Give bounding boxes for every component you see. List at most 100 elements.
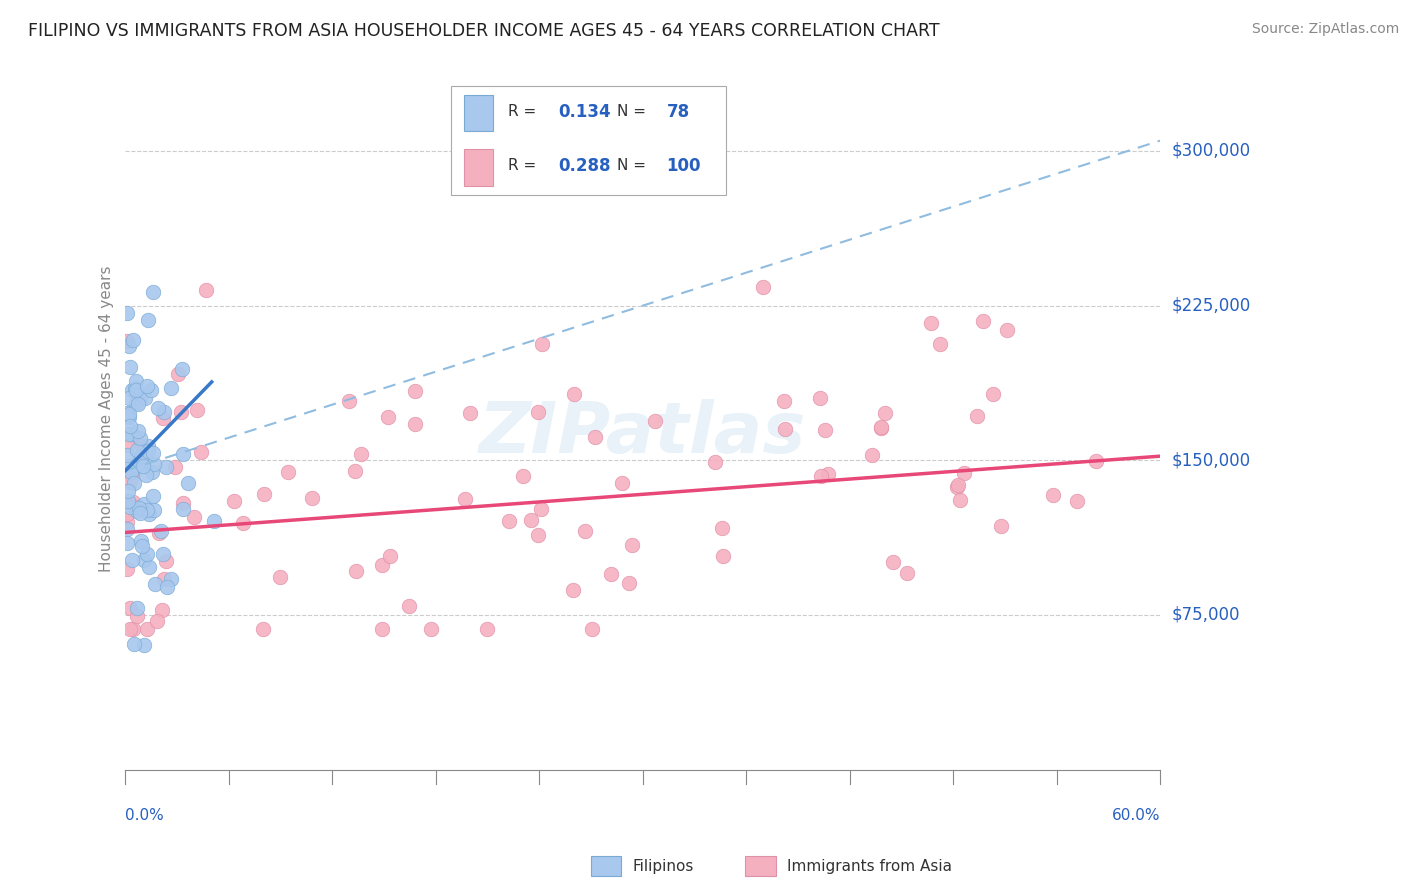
Text: 0.0%: 0.0% xyxy=(125,808,165,823)
Point xyxy=(276,465,298,479)
Point xyxy=(160,572,183,586)
Point xyxy=(152,410,174,425)
Point xyxy=(117,516,139,530)
Text: 0.134: 0.134 xyxy=(558,103,610,120)
Point xyxy=(146,401,169,415)
Point xyxy=(530,502,553,516)
Point xyxy=(581,623,603,637)
Point xyxy=(118,408,141,422)
Point xyxy=(1066,494,1088,508)
Point xyxy=(115,448,138,462)
Point xyxy=(135,503,157,517)
Point xyxy=(136,439,159,453)
Point xyxy=(177,476,200,491)
Point xyxy=(172,496,194,510)
Point xyxy=(128,500,150,515)
Point xyxy=(530,337,553,351)
Text: 78: 78 xyxy=(666,103,690,120)
Point xyxy=(136,313,159,327)
Point xyxy=(129,450,152,464)
Point xyxy=(115,406,138,420)
Point xyxy=(115,334,138,349)
Point xyxy=(870,420,893,434)
Point xyxy=(817,467,839,482)
Point xyxy=(118,458,141,473)
Point xyxy=(127,397,149,411)
Point xyxy=(520,513,543,527)
Point xyxy=(952,466,974,480)
Point xyxy=(152,548,174,562)
Point xyxy=(125,374,148,388)
Bar xyxy=(464,149,492,186)
Point xyxy=(118,391,141,405)
Point xyxy=(121,553,143,567)
Point xyxy=(710,520,733,534)
Point xyxy=(121,383,143,397)
Point xyxy=(132,553,155,567)
Point xyxy=(125,384,148,398)
Text: ZIPatlas: ZIPatlas xyxy=(479,399,807,467)
Point xyxy=(143,503,166,517)
Point xyxy=(160,381,183,395)
Point xyxy=(166,367,188,381)
Point xyxy=(377,410,399,425)
Point xyxy=(343,464,366,478)
Point xyxy=(142,446,165,460)
Point xyxy=(920,316,942,330)
Point xyxy=(136,444,159,458)
Point xyxy=(752,280,775,294)
Y-axis label: Householder Income Ages 45 - 64 years: Householder Income Ages 45 - 64 years xyxy=(100,266,114,573)
Point xyxy=(153,405,176,419)
Point xyxy=(460,406,482,420)
Point xyxy=(252,623,274,637)
Point xyxy=(202,514,225,528)
Point xyxy=(122,476,145,491)
Point xyxy=(350,447,373,461)
Point xyxy=(512,469,534,483)
Point xyxy=(703,455,725,469)
Point xyxy=(131,439,153,453)
Bar xyxy=(464,95,492,131)
Text: 60.0%: 60.0% xyxy=(1112,808,1160,823)
Text: $300,000: $300,000 xyxy=(1171,142,1250,160)
Point xyxy=(129,533,152,548)
Point xyxy=(253,486,276,500)
Point xyxy=(122,333,145,347)
Point xyxy=(118,623,141,637)
Point xyxy=(121,469,143,483)
Point xyxy=(190,445,212,459)
Point xyxy=(146,614,169,628)
Point xyxy=(122,495,145,509)
Point xyxy=(612,475,634,490)
Point xyxy=(143,457,166,471)
Point xyxy=(527,527,550,541)
Point xyxy=(118,409,141,424)
Point xyxy=(165,460,187,475)
Point xyxy=(475,623,498,637)
Point xyxy=(882,555,904,569)
Point xyxy=(574,524,596,538)
Point xyxy=(127,601,149,615)
Text: $75,000: $75,000 xyxy=(1171,606,1240,624)
Point xyxy=(404,417,426,432)
Point xyxy=(172,502,194,516)
Point xyxy=(153,572,176,586)
Point xyxy=(150,603,173,617)
Point xyxy=(620,538,643,552)
Point xyxy=(117,494,139,508)
Point xyxy=(946,480,969,494)
Point xyxy=(120,465,142,479)
Point xyxy=(132,638,155,652)
Point xyxy=(454,491,477,506)
Point xyxy=(118,338,141,352)
Point xyxy=(115,562,138,576)
Point xyxy=(120,475,142,489)
Point xyxy=(139,383,162,397)
Point xyxy=(122,637,145,651)
Point xyxy=(1084,454,1107,468)
Point xyxy=(371,623,394,637)
Text: R =: R = xyxy=(508,104,541,120)
Point xyxy=(122,623,145,637)
Point xyxy=(117,484,139,499)
Text: Filipinos: Filipinos xyxy=(633,859,695,873)
